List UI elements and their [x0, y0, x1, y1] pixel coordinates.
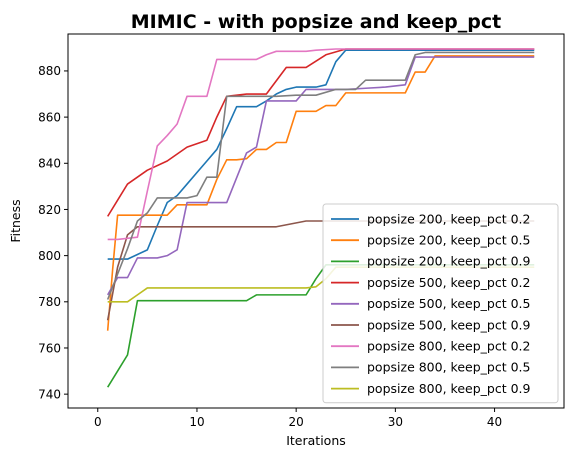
- legend-entry: popsize 500, keep_pct 0.9: [367, 317, 530, 332]
- legend-entry: popsize 800, keep_pct 0.2: [367, 339, 530, 354]
- plot-frame: [67, 33, 565, 409]
- x-axis-label: Iterations: [286, 433, 346, 448]
- y-tick-label: 820: [38, 203, 61, 217]
- series-line-5: [106, 56, 535, 296]
- legend-entry: popsize 800, keep_pct 0.9: [367, 381, 530, 396]
- y-tick-label: 800: [38, 249, 61, 263]
- x-tick-label: 10: [189, 415, 204, 429]
- chart-title: MIMIC - with popsize and keep_pct: [131, 11, 501, 33]
- y-tick-label: 760: [38, 341, 61, 355]
- y-axis-label: Fitness: [8, 199, 23, 242]
- series-line-7: [107, 48, 535, 241]
- legend: popsize 200, keep_pct 0.2 popsize 200, ke…: [322, 203, 559, 404]
- series-line-8: [106, 51, 535, 300]
- legend-entry: popsize 500, keep_pct 0.2: [367, 275, 530, 290]
- x-tick-label: 30: [388, 415, 403, 429]
- y-tick-label: 780: [38, 295, 61, 309]
- series-line-1: [107, 49, 535, 260]
- y-tick-label: 860: [38, 110, 61, 124]
- series-line-6: [106, 220, 535, 321]
- legend-entry: popsize 200, keep_pct 0.2: [367, 211, 530, 226]
- legend-box: [322, 203, 559, 404]
- legend-entry: popsize 200, keep_pct 0.5: [367, 233, 530, 248]
- y-tick-label: 880: [38, 64, 61, 78]
- legend-entry: popsize 800, keep_pct 0.5: [367, 360, 530, 375]
- legend-entry: popsize 200, keep_pct 0.9: [367, 254, 530, 269]
- y-tick-label: 840: [38, 157, 61, 171]
- y-tick-label: 740: [38, 387, 61, 401]
- series-line-4: [106, 48, 535, 217]
- legend-entry: popsize 500, keep_pct 0.5: [367, 296, 530, 311]
- series-line-2: [106, 55, 535, 331]
- x-tick-label: 0: [94, 415, 102, 429]
- x-tick-label: 40: [487, 415, 502, 429]
- x-tick-label: 20: [289, 415, 304, 429]
